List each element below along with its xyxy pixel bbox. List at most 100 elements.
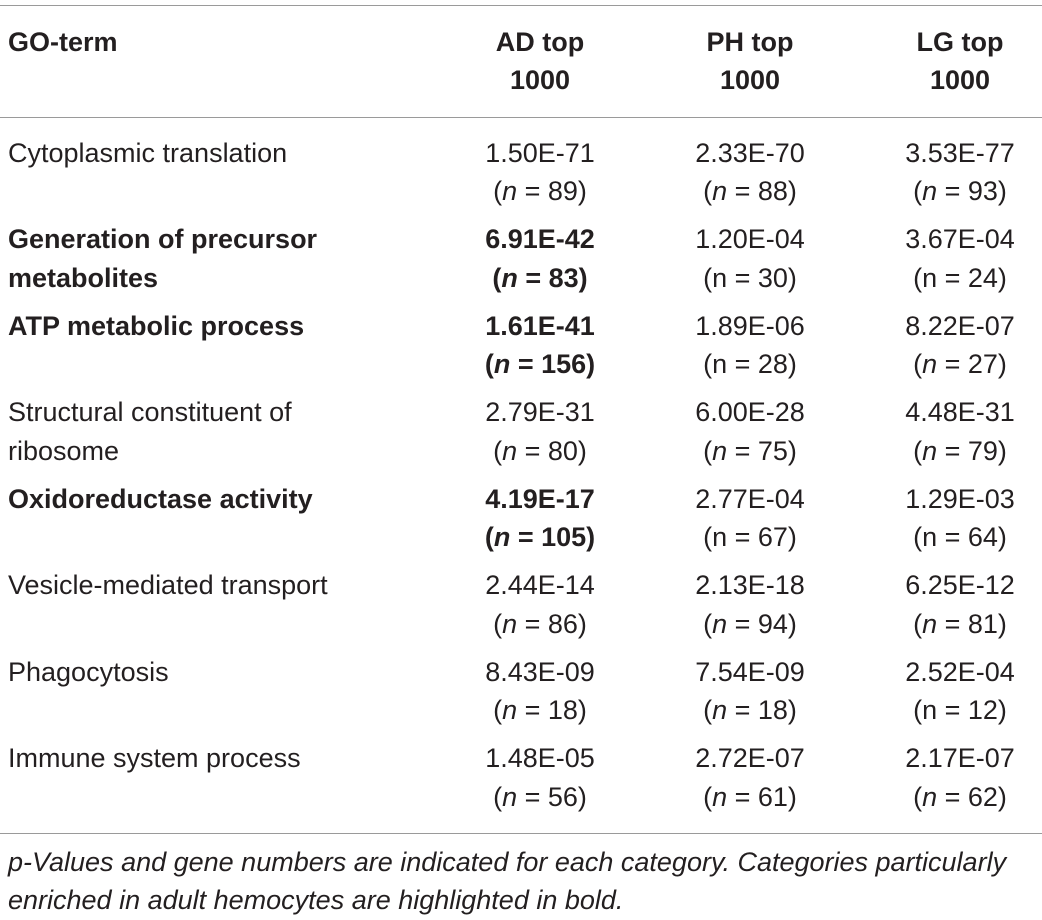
ph-p-value: 2.72E-07 <box>695 743 805 774</box>
n-symbol: n <box>712 781 728 812</box>
ad-p-value: 2.79E-31 <box>485 397 595 428</box>
n-symbol: n <box>712 176 728 207</box>
ph-p-value: 2.33E-70 <box>695 137 805 168</box>
header-ph-label: PH top 1000 <box>706 27 794 95</box>
table-header-row: GO-term AD top 1000 PH top 1000 LG top 1… <box>0 6 1042 118</box>
ad-p-value: 4.19E-17 <box>485 483 595 514</box>
table-row: Structural constituent of ribosome 2.79E-… <box>0 389 1042 476</box>
ad-gene-count: (n = 18) <box>493 695 587 726</box>
ad-p-value: 1.61E-41 <box>485 310 595 341</box>
n-symbol: n <box>922 349 938 380</box>
n-symbol: n <box>502 176 518 207</box>
table-row: Phagocytosis 8.43E-09 (n = 18) 7.54E-09 (n =… <box>0 648 1042 735</box>
lg-value-cell: 2.52E-04 (n = 12) <box>856 653 1042 730</box>
lg-p-value: 2.52E-04 <box>905 656 1015 687</box>
lg-p-value: 8.22E-07 <box>905 310 1015 341</box>
lg-gene-count: (n = 81) <box>913 608 1007 639</box>
ad-value-cell: 1.48E-05 (n = 56) <box>436 739 644 816</box>
n-symbol: n <box>922 176 938 207</box>
ph-p-value: 2.13E-18 <box>695 570 805 601</box>
ph-p-value: 1.89E-06 <box>695 310 805 341</box>
n-symbol: n <box>502 608 518 639</box>
lg-gene-count: (n = 24) <box>913 262 1007 293</box>
lg-value-cell: 1.29E-03 (n = 64) <box>856 480 1042 557</box>
header-ad-label: AD top 1000 <box>495 27 585 95</box>
lg-gene-count: (n = 64) <box>913 522 1007 553</box>
go-term-cell: Vesicle-mediated transport <box>0 566 436 643</box>
lg-value-cell: 3.67E-04 (n = 24) <box>856 220 1042 297</box>
go-term-cell: Structural constituent of ribosome <box>0 393 436 470</box>
header-go-term-label: GO-term <box>8 27 118 57</box>
ph-gene-count: (n = 30) <box>703 262 797 293</box>
n-symbol: n <box>922 781 938 812</box>
ad-gene-count: (n = 80) <box>493 435 587 466</box>
table-row: Vesicle-mediated transport 2.44E-14 (n = 8… <box>0 562 1042 649</box>
go-term-cell: Phagocytosis <box>0 653 436 730</box>
ph-gene-count: (n = 18) <box>703 695 797 726</box>
header-ad-top-1000: AD top 1000 <box>436 23 644 99</box>
ph-gene-count: (n = 94) <box>703 608 797 639</box>
header-ph-top-1000: PH top 1000 <box>644 23 856 99</box>
ad-value-cell: 4.19E-17 (n = 105) <box>436 480 644 557</box>
n-symbol: n <box>712 435 728 466</box>
lg-gene-count: (n = 27) <box>913 349 1007 380</box>
n-symbol: n <box>501 262 518 293</box>
ph-value-cell: 2.77E-04 (n = 67) <box>644 480 856 557</box>
go-term-cell: Generation of precursor metabolites <box>0 220 436 297</box>
ph-value-cell: 2.33E-70 (n = 88) <box>644 134 856 211</box>
go-term-text: Structural constituent of ribosome <box>8 397 292 466</box>
lg-gene-count: (n = 93) <box>913 176 1007 207</box>
ad-p-value: 6.91E-42 <box>485 224 595 255</box>
ph-gene-count: (n = 88) <box>703 176 797 207</box>
ad-value-cell: 2.44E-14 (n = 86) <box>436 566 644 643</box>
lg-p-value: 2.17E-07 <box>905 743 1015 774</box>
go-term-cell: Cytoplasmic translation <box>0 134 436 211</box>
go-term-cell: ATP metabolic process <box>0 307 436 384</box>
go-term-text: Oxidoreductase activity <box>8 483 313 514</box>
lg-p-value: 3.67E-04 <box>905 224 1015 255</box>
table-row: Cytoplasmic translation 1.50E-71 (n = 89) 2… <box>0 129 1042 216</box>
ad-gene-count: (n = 83) <box>492 262 588 293</box>
ad-p-value: 1.50E-71 <box>485 137 595 168</box>
ph-value-cell: 7.54E-09 (n = 18) <box>644 653 856 730</box>
go-term-text: Immune system process <box>8 743 301 774</box>
ad-value-cell: 1.50E-71 (n = 89) <box>436 134 644 211</box>
go-term-text: Cytoplasmic translation <box>8 137 288 168</box>
table-footnote: p-Values and gene numbers are indicated … <box>8 847 1007 915</box>
ad-p-value: 8.43E-09 <box>485 656 595 687</box>
n-symbol: n <box>922 435 938 466</box>
lg-gene-count: (n = 12) <box>913 695 1007 726</box>
go-enrichment-table: GO-term AD top 1000 PH top 1000 LG top 1… <box>0 5 1042 834</box>
ad-value-cell: 2.79E-31 (n = 80) <box>436 393 644 470</box>
n-symbol: n <box>493 522 511 553</box>
lg-value-cell: 8.22E-07 (n = 27) <box>856 307 1042 384</box>
n-symbol: n <box>712 608 728 639</box>
lg-gene-count: (n = 62) <box>913 781 1007 812</box>
lg-gene-count: (n = 79) <box>913 435 1007 466</box>
n-symbol: n <box>922 608 938 639</box>
ph-gene-count: (n = 28) <box>703 349 797 380</box>
ad-gene-count: (n = 86) <box>493 608 587 639</box>
lg-p-value: 1.29E-03 <box>905 483 1015 514</box>
ph-p-value: 2.77E-04 <box>695 483 805 514</box>
ph-value-cell: 6.00E-28 (n = 75) <box>644 393 856 470</box>
go-term-cell: Immune system process <box>0 739 436 816</box>
go-term-text: Generation of precursor metabolites <box>8 224 318 293</box>
lg-p-value: 3.53E-77 <box>905 137 1015 168</box>
ph-gene-count: (n = 75) <box>703 435 797 466</box>
table-row: Immune system process 1.48E-05 (n = 56) 2.7… <box>0 735 1042 822</box>
header-lg-label: LG top 1000 <box>916 27 1004 95</box>
header-go-term: GO-term <box>0 23 436 99</box>
ad-value-cell: 8.43E-09 (n = 18) <box>436 653 644 730</box>
n-symbol: n <box>502 435 518 466</box>
ad-gene-count: (n = 156) <box>484 349 596 380</box>
table-row: ATP metabolic process 1.61E-41 (n = 156) 1.… <box>0 302 1042 389</box>
go-term-text: Phagocytosis <box>8 656 169 687</box>
ph-p-value: 6.00E-28 <box>695 397 805 428</box>
n-symbol: n <box>712 695 728 726</box>
lg-p-value: 6.25E-12 <box>905 570 1015 601</box>
ad-p-value: 1.48E-05 <box>485 743 595 774</box>
ph-gene-count: (n = 61) <box>703 781 797 812</box>
header-lg-top-1000: LG top 1000 <box>856 23 1042 99</box>
lg-value-cell: 2.17E-07 (n = 62) <box>856 739 1042 816</box>
